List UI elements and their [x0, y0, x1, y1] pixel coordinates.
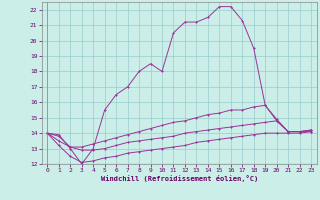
- X-axis label: Windchill (Refroidissement éolien,°C): Windchill (Refroidissement éolien,°C): [100, 175, 258, 182]
